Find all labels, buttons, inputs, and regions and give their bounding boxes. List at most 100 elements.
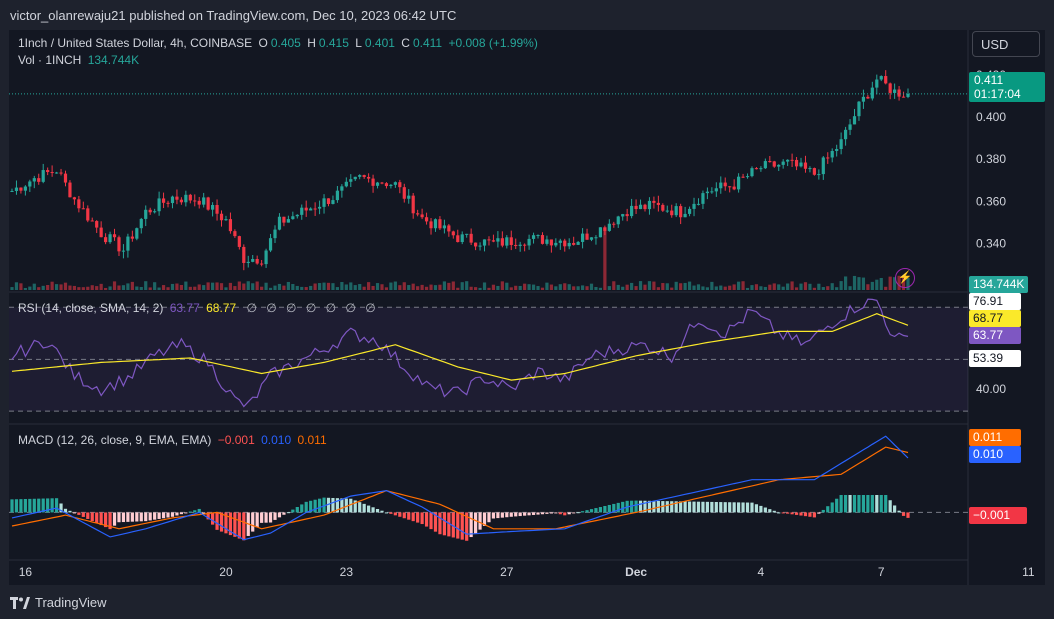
volume-bar xyxy=(848,286,852,290)
macd-histogram-bar xyxy=(224,512,228,534)
candle-body xyxy=(63,173,68,183)
time-tick-label: 23 xyxy=(340,565,354,579)
macd-histogram-bar xyxy=(41,498,45,513)
volume-bar xyxy=(228,282,233,290)
ohlc-open: 0.405 xyxy=(270,36,301,50)
candle-body xyxy=(897,89,901,97)
macd-histogram-bar xyxy=(68,510,72,513)
volume-title[interactable]: Vol · 1INCH xyxy=(18,53,82,67)
volume-bar xyxy=(99,283,103,290)
ohlc-close: 0.411 xyxy=(412,36,443,50)
rsi-value: 63.77 xyxy=(169,301,200,315)
macd-histogram-bar xyxy=(416,512,420,523)
volume-bar xyxy=(112,281,117,290)
volume-bar xyxy=(197,284,201,290)
volume-bar xyxy=(656,287,660,290)
candle-body xyxy=(808,168,812,170)
macd-histogram-bar xyxy=(572,512,576,514)
volume-bar xyxy=(465,281,469,290)
volume-bar xyxy=(322,282,326,290)
volume-bar xyxy=(884,286,888,290)
volume-bar xyxy=(790,281,794,290)
candle-body xyxy=(630,205,634,217)
macd-histogram-bar xyxy=(260,512,264,523)
volume-value: 134.744K xyxy=(87,53,140,67)
volume-bar xyxy=(514,285,518,290)
candle-body xyxy=(121,250,126,252)
candle-body xyxy=(246,261,250,263)
candle-body xyxy=(384,183,389,187)
volume-bar xyxy=(803,282,808,290)
macd-histogram-bar xyxy=(237,512,241,539)
macd-histogram-bar xyxy=(255,512,259,528)
volume-legend: Vol · 1INCH 134.744K xyxy=(18,53,142,67)
volume-bar xyxy=(549,284,553,290)
volume-bar xyxy=(411,283,415,290)
macd-histogram-bar xyxy=(768,509,772,513)
candle-body xyxy=(540,235,545,244)
candle-body xyxy=(224,219,228,221)
brand[interactable]: TradingView xyxy=(10,595,107,610)
candle-body xyxy=(282,216,286,223)
candle-body xyxy=(175,196,179,200)
volume-bar xyxy=(527,284,531,290)
macd-histogram-bar xyxy=(839,494,843,513)
macd-title[interactable]: MACD (12, 26, close, 9, EMA, EMA) xyxy=(18,433,212,447)
candle-body xyxy=(161,198,166,203)
candle-body xyxy=(754,168,759,170)
candle-body xyxy=(184,194,188,203)
symbol-title[interactable]: 1Inch / United States Dollar, 4h, COINBA… xyxy=(18,36,253,50)
macd-histogram-bar xyxy=(674,501,678,513)
macd-histogram-bar xyxy=(857,494,861,513)
candle-body xyxy=(723,182,727,187)
time-tick-label: 4 xyxy=(758,565,765,579)
macd-histogram-bar xyxy=(683,501,687,513)
volume-bar xyxy=(777,284,781,290)
rsi-title[interactable]: RSI (14, close, SMA, 14, 2) xyxy=(18,301,164,315)
tradingview-logo-icon xyxy=(10,596,30,609)
volume-bar xyxy=(638,281,643,290)
candle-body xyxy=(857,101,861,117)
macd-histogram-bar xyxy=(371,507,375,513)
volume-bar xyxy=(781,286,785,290)
candle-body xyxy=(451,231,455,236)
macd-histogram-bar xyxy=(741,502,745,513)
currency-button[interactable]: USD xyxy=(972,31,1040,57)
volume-bar xyxy=(237,281,241,290)
candle-body xyxy=(879,76,883,80)
candle-body xyxy=(77,199,81,209)
ohlc-open-label: O xyxy=(258,36,268,50)
candle-body xyxy=(683,213,687,218)
candle-body xyxy=(714,188,718,192)
macd-histogram-bar xyxy=(10,499,14,513)
candle-body xyxy=(398,182,402,188)
candle-body xyxy=(772,161,776,167)
candle-body xyxy=(656,202,660,205)
flash-icon[interactable]: ⚡ xyxy=(895,268,915,288)
candle-body xyxy=(839,139,843,150)
macd-histogram-bar xyxy=(384,512,389,514)
macd-histogram-bar xyxy=(866,494,870,513)
macd-histogram-bar xyxy=(433,512,438,532)
volume-bar xyxy=(665,283,669,290)
candle-body xyxy=(710,191,714,193)
volume-bar xyxy=(104,287,108,290)
macd-histogram-bar xyxy=(540,512,545,515)
candle-body xyxy=(14,187,19,191)
main-legend: 1Inch / United States Dollar, 4h, COINBA… xyxy=(18,36,541,50)
volume-bar xyxy=(286,281,290,290)
macd-histogram-bar xyxy=(317,498,322,513)
macd-histogram-bar xyxy=(170,512,175,517)
macd-histogram-bar xyxy=(393,512,397,516)
macd-histogram-bar xyxy=(86,512,90,519)
candle-body xyxy=(202,197,206,205)
macd-histogram-bar xyxy=(469,512,473,538)
candle-body xyxy=(531,235,536,239)
volume-bar xyxy=(255,281,259,290)
candle-body xyxy=(367,176,371,179)
rsi-sma-tag: 68.77 xyxy=(969,310,1021,327)
volume-bar xyxy=(260,286,264,290)
volume-bar xyxy=(277,283,282,290)
volume-bar xyxy=(589,283,594,290)
